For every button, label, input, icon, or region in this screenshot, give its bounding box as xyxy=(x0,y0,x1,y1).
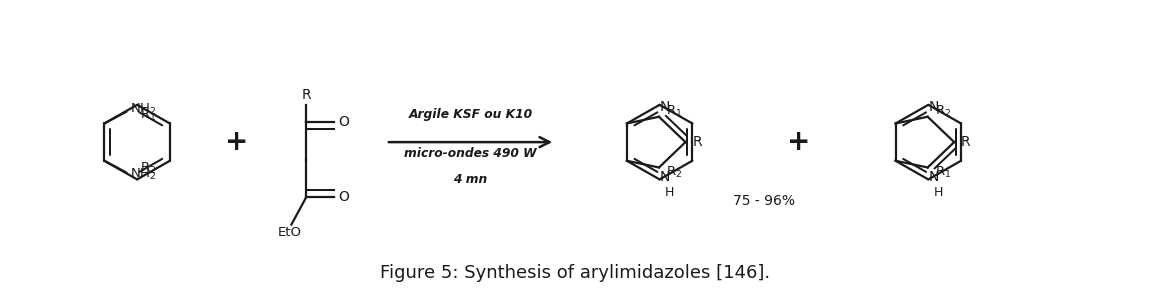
Text: Argile KSF ou K10: Argile KSF ou K10 xyxy=(409,108,533,121)
Text: R$_1$: R$_1$ xyxy=(666,104,683,119)
Text: N: N xyxy=(660,170,670,184)
Text: O: O xyxy=(338,116,349,129)
Text: EtO: EtO xyxy=(277,226,302,239)
Text: 4 mn: 4 mn xyxy=(453,173,488,186)
Text: H: H xyxy=(665,186,674,198)
Text: micro-ondes 490 W: micro-ondes 490 W xyxy=(404,147,536,160)
Text: +: + xyxy=(787,128,810,156)
Text: R$_2$: R$_2$ xyxy=(139,161,155,176)
Text: N: N xyxy=(929,170,939,184)
Text: R: R xyxy=(693,135,702,149)
Text: NH$_2$: NH$_2$ xyxy=(130,102,157,117)
Text: 75 - 96%: 75 - 96% xyxy=(733,194,795,208)
Text: R$_2$: R$_2$ xyxy=(666,165,683,180)
Text: O: O xyxy=(338,190,349,204)
Text: R$_1$: R$_1$ xyxy=(935,165,951,180)
Text: R$_2$: R$_2$ xyxy=(935,104,951,119)
Text: R: R xyxy=(302,88,311,102)
Text: Figure 5: Synthesis of arylimidazoles [146].: Figure 5: Synthesis of arylimidazoles [1… xyxy=(381,264,770,282)
Text: H: H xyxy=(933,186,943,198)
Text: N: N xyxy=(660,100,670,114)
Text: NH$_2$: NH$_2$ xyxy=(130,167,157,182)
Text: +: + xyxy=(224,128,249,156)
Text: R$_1$: R$_1$ xyxy=(139,108,155,123)
Text: R: R xyxy=(961,135,970,149)
Text: N: N xyxy=(929,100,939,114)
